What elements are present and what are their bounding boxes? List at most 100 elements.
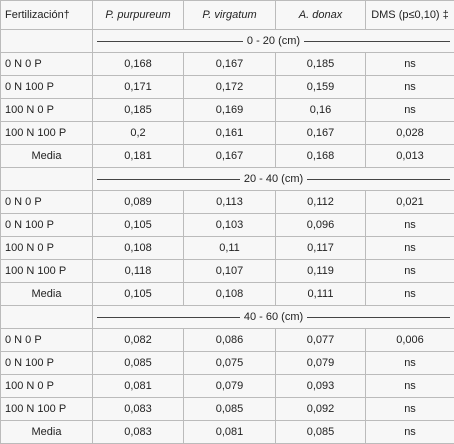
depth-cell: 40 - 60 (cm) xyxy=(93,306,454,329)
value-cell: 0,077 xyxy=(276,329,366,352)
empty-cell xyxy=(1,30,93,53)
value-cell: ns xyxy=(366,237,454,260)
value-cell: 0,013 xyxy=(366,145,454,168)
row-label: 100 N 0 P xyxy=(1,375,93,398)
value-cell: ns xyxy=(366,421,454,444)
empty-cell xyxy=(1,306,93,329)
value-cell: 0,185 xyxy=(93,99,184,122)
header-cell: P. purpureum xyxy=(93,1,184,30)
rule xyxy=(304,41,450,42)
depth-label-wrap: 20 - 40 (cm) xyxy=(97,173,450,185)
header-cell: P. virgatum xyxy=(184,1,276,30)
value-cell: 0,2 xyxy=(93,122,184,145)
value-cell: 0,085 xyxy=(276,421,366,444)
value-cell: 0,107 xyxy=(184,260,276,283)
value-cell: 0,185 xyxy=(276,53,366,76)
value-cell: 0,006 xyxy=(366,329,454,352)
rule xyxy=(307,179,450,180)
depth-row: 40 - 60 (cm) xyxy=(1,306,454,329)
depth-label-wrap: 0 - 20 (cm) xyxy=(97,35,450,47)
value-cell: 0,081 xyxy=(93,375,184,398)
row-label: 100 N 100 P xyxy=(1,398,93,421)
value-cell: 0,159 xyxy=(276,76,366,99)
value-cell: 0,079 xyxy=(184,375,276,398)
value-cell: 0,092 xyxy=(276,398,366,421)
header-cell: A. donax xyxy=(276,1,366,30)
row-label: 100 N 100 P xyxy=(1,122,93,145)
value-cell: 0,093 xyxy=(276,375,366,398)
value-cell: 0,081 xyxy=(184,421,276,444)
row-label: Media xyxy=(1,145,93,168)
row-label: Media xyxy=(1,283,93,306)
value-cell: 0,085 xyxy=(184,398,276,421)
value-cell: ns xyxy=(366,53,454,76)
row-label: 0 N 100 P xyxy=(1,214,93,237)
value-cell: 0,161 xyxy=(184,122,276,145)
value-cell: 0,11 xyxy=(184,237,276,260)
value-cell: 0,111 xyxy=(276,283,366,306)
value-cell: 0,168 xyxy=(276,145,366,168)
value-cell: 0,117 xyxy=(276,237,366,260)
empty-cell xyxy=(1,168,93,191)
depth-label: 40 - 60 (cm) xyxy=(244,311,303,323)
row-label: 100 N 100 P xyxy=(1,260,93,283)
value-cell: 0,021 xyxy=(366,191,454,214)
value-cell: 0,103 xyxy=(184,214,276,237)
value-cell: 0,171 xyxy=(93,76,184,99)
value-cell: 0,167 xyxy=(276,122,366,145)
value-cell: ns xyxy=(366,99,454,122)
row-label: 0 N 100 P xyxy=(1,352,93,375)
row-label: 0 N 0 P xyxy=(1,329,93,352)
value-cell: 0,108 xyxy=(184,283,276,306)
header-cell: Fertilización† xyxy=(1,1,93,30)
value-cell: 0,075 xyxy=(184,352,276,375)
value-cell: 0,16 xyxy=(276,99,366,122)
value-cell: ns xyxy=(366,375,454,398)
value-cell: 0,108 xyxy=(93,237,184,260)
value-cell: 0,086 xyxy=(184,329,276,352)
value-cell: ns xyxy=(366,352,454,375)
value-cell: ns xyxy=(366,76,454,99)
value-cell: 0,028 xyxy=(366,122,454,145)
rule xyxy=(97,179,240,180)
value-cell: 0,119 xyxy=(276,260,366,283)
depth-row: 0 - 20 (cm) xyxy=(1,30,454,53)
depth-cell: 20 - 40 (cm) xyxy=(93,168,454,191)
value-cell: 0,089 xyxy=(93,191,184,214)
value-cell: 0,082 xyxy=(93,329,184,352)
value-cell: 0,169 xyxy=(184,99,276,122)
value-cell: 0,118 xyxy=(93,260,184,283)
row-label: 100 N 0 P xyxy=(1,99,93,122)
value-cell: ns xyxy=(366,214,454,237)
value-cell: 0,168 xyxy=(93,53,184,76)
value-cell: 0,096 xyxy=(276,214,366,237)
value-cell: 0,079 xyxy=(276,352,366,375)
row-label: 0 N 0 P xyxy=(1,191,93,214)
header-cell: DMS (p≤0,10) ‡ xyxy=(366,1,454,30)
value-cell: 0,105 xyxy=(93,283,184,306)
value-cell: 0,083 xyxy=(93,421,184,444)
value-cell: 0,083 xyxy=(93,398,184,421)
value-cell: 0,172 xyxy=(184,76,276,99)
value-cell: ns xyxy=(366,398,454,421)
value-cell: 0,113 xyxy=(184,191,276,214)
value-cell: 0,167 xyxy=(184,53,276,76)
row-label: 0 N 0 P xyxy=(1,53,93,76)
